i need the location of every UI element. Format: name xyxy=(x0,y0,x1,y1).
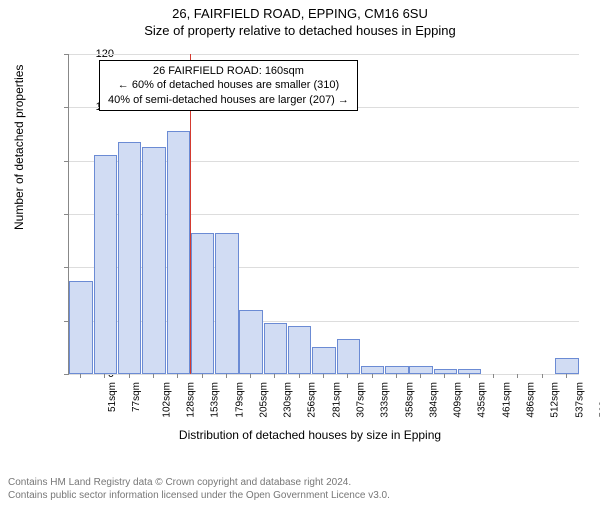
x-tick-mark xyxy=(250,374,251,378)
plot-area: 26 FAIRFIELD ROAD: 160sqm ← 60% of detac… xyxy=(68,54,579,375)
histogram-bar xyxy=(288,326,311,374)
histogram-bar xyxy=(94,155,117,374)
grid-line xyxy=(69,54,579,55)
histogram-bar xyxy=(434,369,457,374)
x-tick-mark xyxy=(493,374,494,378)
grid-line xyxy=(69,374,579,375)
y-axis-label: Number of detached properties xyxy=(12,65,26,230)
annotation-line1: 26 FAIRFIELD ROAD: 160sqm xyxy=(108,64,349,78)
x-tick-label: 307sqm xyxy=(356,382,367,418)
x-tick-mark xyxy=(542,374,543,378)
x-tick-mark xyxy=(420,374,421,378)
annotation-line2: ← 60% of detached houses are smaller (31… xyxy=(108,78,349,92)
footer-line2: Contains public sector information licen… xyxy=(8,490,390,503)
x-tick-mark xyxy=(444,374,445,378)
x-tick-mark xyxy=(129,374,130,378)
histogram-bar xyxy=(264,323,287,374)
x-tick-label: 51sqm xyxy=(107,382,118,412)
x-tick-label: 333sqm xyxy=(380,382,391,418)
x-tick-mark xyxy=(177,374,178,378)
x-tick-mark xyxy=(372,374,373,378)
x-tick-label: 461sqm xyxy=(501,382,512,418)
x-tick-label: 358sqm xyxy=(404,382,415,418)
x-tick-mark xyxy=(347,374,348,378)
histogram-bar xyxy=(312,347,335,374)
x-tick-label: 77sqm xyxy=(131,382,142,412)
chart-area: Number of detached properties 0204060801… xyxy=(30,50,590,460)
x-tick-mark xyxy=(469,374,470,378)
x-tick-mark xyxy=(202,374,203,378)
footer-line1: Contains HM Land Registry data © Crown c… xyxy=(8,477,390,490)
histogram-bar xyxy=(337,339,360,374)
x-tick-label: 537sqm xyxy=(574,382,585,418)
x-tick-label: 384sqm xyxy=(428,382,439,418)
histogram-bar xyxy=(142,147,165,374)
histogram-bar xyxy=(239,310,262,374)
histogram-bar xyxy=(118,142,141,374)
x-tick-label: 409sqm xyxy=(453,382,464,418)
x-tick-label: 256sqm xyxy=(307,382,318,418)
x-tick-mark xyxy=(517,374,518,378)
x-tick-mark xyxy=(566,374,567,378)
x-tick-mark xyxy=(274,374,275,378)
x-tick-label: 281sqm xyxy=(331,382,342,418)
x-tick-label: 486sqm xyxy=(526,382,537,418)
x-tick-label: 230sqm xyxy=(283,382,294,418)
footer: Contains HM Land Registry data © Crown c… xyxy=(8,477,390,502)
x-tick-mark xyxy=(80,374,81,378)
x-tick-mark xyxy=(396,374,397,378)
histogram-bar xyxy=(167,131,190,374)
histogram-bar xyxy=(409,366,432,374)
x-tick-label: 179sqm xyxy=(234,382,245,418)
x-tick-label: 153sqm xyxy=(210,382,221,418)
title-sub: Size of property relative to detached ho… xyxy=(0,23,600,38)
x-tick-mark xyxy=(323,374,324,378)
x-tick-label: 128sqm xyxy=(186,382,197,418)
histogram-bar xyxy=(191,233,214,374)
x-tick-label: 102sqm xyxy=(161,382,172,418)
histogram-bar xyxy=(69,281,92,374)
x-tick-label: 512sqm xyxy=(550,382,561,418)
x-tick-mark xyxy=(104,374,105,378)
title-main: 26, FAIRFIELD ROAD, EPPING, CM16 6SU xyxy=(0,6,600,21)
histogram-bar xyxy=(361,366,384,374)
x-tick-mark xyxy=(153,374,154,378)
x-tick-mark xyxy=(299,374,300,378)
histogram-bar xyxy=(215,233,238,374)
annotation-line3: 40% of semi-detached houses are larger (… xyxy=(108,93,349,107)
histogram-bar xyxy=(385,366,408,374)
x-axis-label: Distribution of detached houses by size … xyxy=(30,428,590,442)
histogram-bar xyxy=(458,369,481,374)
x-tick-label: 205sqm xyxy=(258,382,269,418)
annotation-box: 26 FAIRFIELD ROAD: 160sqm ← 60% of detac… xyxy=(99,60,358,111)
histogram-bar xyxy=(555,358,578,374)
x-tick-label: 435sqm xyxy=(477,382,488,418)
x-tick-mark xyxy=(226,374,227,378)
